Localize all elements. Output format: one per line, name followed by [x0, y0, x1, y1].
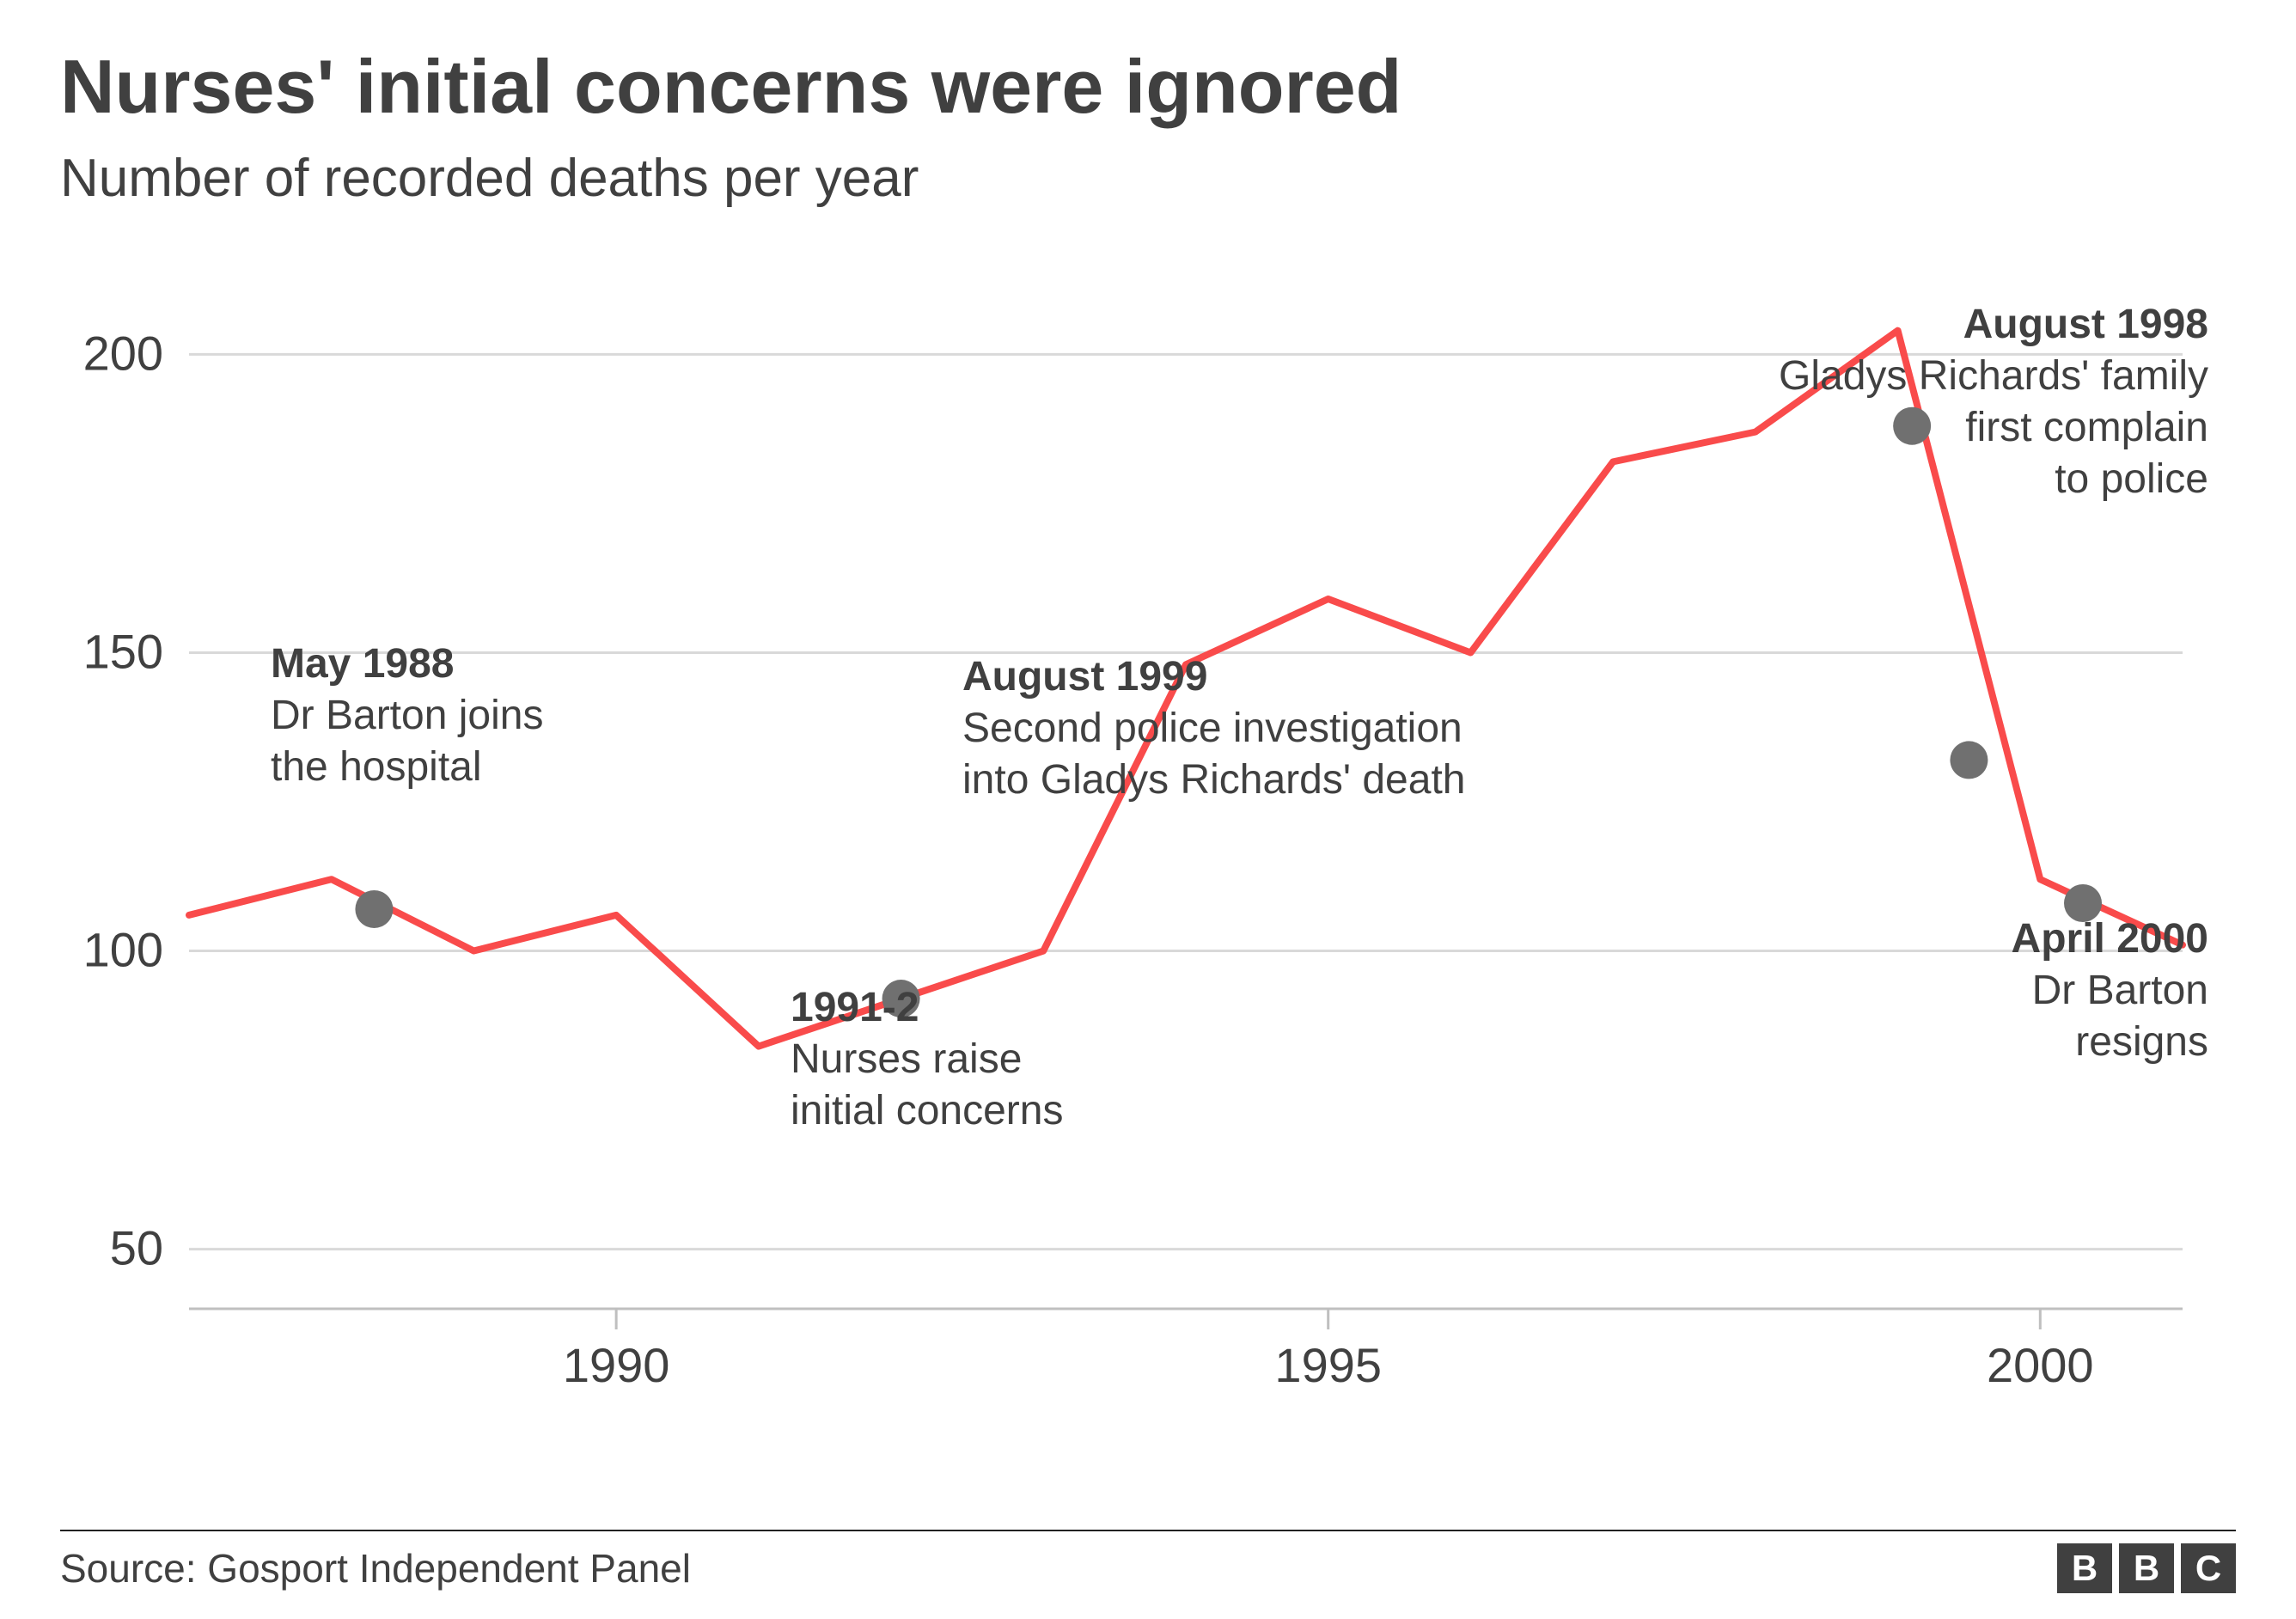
- svg-text:1990: 1990: [563, 1338, 670, 1392]
- chart-footer: Source: Gosport Independent Panel B B C: [60, 1530, 2236, 1593]
- bbc-logo-letter: B: [2119, 1543, 2174, 1593]
- annotation-line: resigns: [2012, 1017, 2208, 1068]
- annotation-line: initial concerns: [791, 1085, 1063, 1137]
- svg-text:2000: 2000: [1987, 1338, 2094, 1392]
- annotation-line: Nurses raise: [791, 1034, 1063, 1085]
- svg-text:150: 150: [83, 624, 163, 678]
- annotation-aug1998: August 1998Gladys Richards' familyfirst …: [1779, 299, 2208, 505]
- annotation-line: to police: [1779, 454, 2208, 505]
- annotation-may1988: May 1988Dr Barton joinsthe hospital: [271, 638, 543, 793]
- bbc-logo: B B C: [2057, 1543, 2236, 1593]
- annotation-line: first complain: [1779, 402, 2208, 454]
- annotation-title: August 1999: [962, 651, 1465, 703]
- svg-text:200: 200: [83, 326, 163, 380]
- annotation-line: Gladys Richards' family: [1779, 351, 2208, 402]
- annotation-line: Second police investigation: [962, 703, 1465, 755]
- annotation-title: April 2000: [2012, 913, 2208, 965]
- source-text: Source: Gosport Independent Panel: [60, 1545, 691, 1592]
- annotation-aug1999: August 1999Second police investigationin…: [962, 651, 1465, 806]
- annotation-y1991: 1991-2Nurses raiseinitial concerns: [791, 982, 1063, 1137]
- chart-container: 50100150200199019952000 May 1988Dr Barto…: [60, 226, 2208, 1429]
- annotation-line: Dr Barton joins: [271, 690, 543, 742]
- chart-subtitle: Number of recorded deaths per year: [60, 148, 2236, 209]
- annotation-title: 1991-2: [791, 982, 1063, 1034]
- bbc-logo-letter: C: [2181, 1543, 2236, 1593]
- annotation-line: into Gladys Richards' death: [962, 755, 1465, 806]
- bbc-logo-letter: B: [2057, 1543, 2112, 1593]
- annotation-apr2000: April 2000Dr Bartonresigns: [2012, 913, 2208, 1068]
- svg-text:1995: 1995: [1274, 1338, 1382, 1392]
- annotation-title: May 1988: [271, 638, 543, 690]
- annotation-line: Dr Barton: [2012, 965, 2208, 1017]
- annotation-title: August 1998: [1779, 299, 2208, 351]
- chart-title: Nurses' initial concerns were ignored: [60, 43, 2236, 131]
- svg-text:100: 100: [83, 923, 163, 977]
- annotation-line: the hospital: [271, 742, 543, 793]
- svg-text:50: 50: [110, 1221, 163, 1275]
